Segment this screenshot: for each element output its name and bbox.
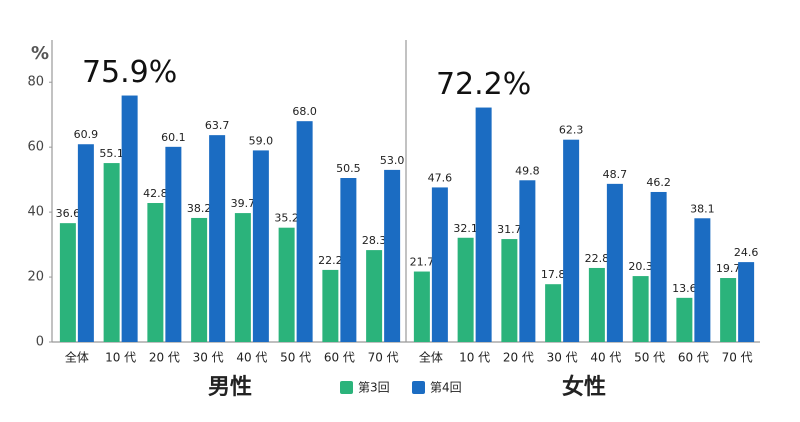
x-tick-label: 30 代 bbox=[547, 351, 578, 365]
bar bbox=[738, 262, 755, 342]
y-tick-label: 0 bbox=[36, 335, 44, 350]
value-label: 38.2 bbox=[187, 202, 212, 215]
bar bbox=[191, 217, 208, 342]
value-label: 19.7 bbox=[716, 262, 741, 275]
value-label: 17.8 bbox=[541, 268, 566, 281]
value-label: 63.7 bbox=[205, 119, 230, 132]
bar bbox=[720, 278, 737, 342]
y-tick-label: 80 bbox=[27, 75, 44, 90]
bar bbox=[457, 237, 474, 342]
bar bbox=[501, 239, 518, 342]
panel-title: 男性 bbox=[208, 375, 252, 400]
bar bbox=[165, 146, 182, 342]
value-label: 59.0 bbox=[249, 134, 274, 147]
value-label: 28.3 bbox=[362, 234, 387, 247]
panel-title: 女性 bbox=[562, 374, 606, 400]
value-label: 35.2 bbox=[274, 212, 299, 225]
value-label: 21.7 bbox=[410, 256, 435, 269]
bar bbox=[475, 107, 492, 342]
value-label: 48.7 bbox=[603, 168, 628, 181]
legend-swatch bbox=[412, 381, 425, 394]
highlight-label: 75.9% bbox=[82, 55, 177, 90]
value-label: 55.1 bbox=[99, 147, 124, 160]
value-label: 32.1 bbox=[453, 222, 478, 235]
bar bbox=[209, 135, 226, 342]
bar bbox=[234, 213, 251, 342]
bar bbox=[366, 250, 383, 342]
bar bbox=[676, 297, 693, 342]
bar bbox=[103, 163, 120, 342]
legend-label: 第3回 bbox=[358, 381, 390, 395]
bar bbox=[384, 169, 401, 342]
x-tick-label: 20 代 bbox=[503, 351, 534, 365]
y-tick-label: 20 bbox=[27, 270, 44, 285]
bar bbox=[322, 269, 339, 342]
x-tick-label: 10 代 bbox=[459, 351, 490, 365]
value-label: 13.6 bbox=[672, 282, 697, 295]
x-tick-label: 10 代 bbox=[105, 351, 136, 365]
bar bbox=[340, 178, 357, 342]
value-label: 22.2 bbox=[318, 254, 343, 267]
bar bbox=[694, 218, 711, 342]
x-tick-label: 40 代 bbox=[590, 351, 621, 365]
highlight-label: 72.2% bbox=[436, 67, 531, 102]
value-label: 42.8 bbox=[143, 187, 168, 200]
value-label: 68.0 bbox=[292, 105, 317, 118]
value-label: 31.7 bbox=[497, 223, 522, 236]
x-tick-label: 30 代 bbox=[193, 351, 224, 365]
x-tick-label: 全体 bbox=[419, 350, 443, 365]
x-tick-label: 20 代 bbox=[149, 351, 180, 365]
bar bbox=[413, 271, 430, 342]
value-label: 62.3 bbox=[559, 124, 584, 137]
bar bbox=[59, 223, 76, 342]
x-tick-label: 50 代 bbox=[280, 351, 311, 365]
bar bbox=[296, 121, 313, 342]
value-label: 36.6 bbox=[56, 207, 81, 220]
x-tick-label: 40 代 bbox=[236, 351, 267, 365]
y-unit: % bbox=[31, 43, 49, 64]
value-label: 50.5 bbox=[336, 162, 361, 175]
value-label: 53.0 bbox=[380, 154, 405, 167]
x-tick-label: 70 代 bbox=[368, 351, 399, 365]
x-tick-label: 60 代 bbox=[678, 351, 709, 365]
value-label: 47.6 bbox=[428, 171, 453, 184]
bar bbox=[650, 191, 667, 342]
value-label: 60.1 bbox=[161, 131, 186, 144]
x-tick-label: 全体 bbox=[65, 350, 89, 365]
value-label: 22.8 bbox=[585, 252, 610, 265]
bar bbox=[121, 95, 138, 343]
legend-swatch bbox=[340, 381, 353, 394]
bar bbox=[147, 203, 164, 342]
value-label: 46.2 bbox=[646, 176, 671, 189]
bar bbox=[563, 139, 580, 342]
bar bbox=[252, 150, 269, 342]
bar bbox=[431, 187, 448, 342]
bar bbox=[519, 180, 536, 342]
y-tick-label: 40 bbox=[27, 205, 44, 220]
value-label: 20.3 bbox=[628, 260, 653, 273]
value-label: 60.9 bbox=[74, 128, 99, 141]
bar bbox=[545, 284, 562, 342]
bar bbox=[278, 227, 295, 342]
y-tick-label: 60 bbox=[27, 140, 44, 155]
x-tick-label: 60 代 bbox=[324, 351, 355, 365]
legend-label: 第4回 bbox=[430, 381, 462, 395]
value-label: 38.1 bbox=[690, 202, 715, 215]
value-label: 49.8 bbox=[515, 164, 540, 177]
value-label: 39.7 bbox=[231, 197, 256, 210]
value-label: 24.6 bbox=[734, 246, 759, 259]
x-tick-label: 70 代 bbox=[722, 351, 753, 365]
bar bbox=[606, 183, 623, 342]
bar bbox=[588, 267, 605, 342]
x-tick-label: 50 代 bbox=[634, 351, 665, 365]
bar bbox=[77, 144, 94, 342]
bar bbox=[632, 276, 649, 342]
